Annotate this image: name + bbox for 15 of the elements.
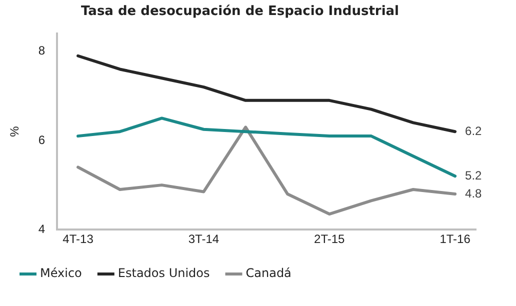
x-tick-label: 1T-16 — [440, 232, 471, 246]
x-tick-label: 4T-13 — [62, 232, 94, 246]
data-label: 4.8 — [465, 186, 482, 200]
legend-label: Estados Unidos — [118, 266, 210, 280]
data-label: 5.2 — [465, 168, 482, 182]
legend-label: México — [40, 266, 82, 280]
y-tick-label: 6 — [38, 132, 46, 147]
y-tick-label: 8 — [38, 44, 46, 58]
x-tick-label: 3T-14 — [188, 232, 220, 246]
data-label: 6.2 — [465, 124, 482, 138]
chart-title: Tasa de desocupación de Espacio Industrial — [80, 4, 400, 20]
x-tick-label: 2T-15 — [314, 232, 346, 246]
y-tick-label: 4 — [38, 222, 46, 236]
y-axis-title: % — [8, 126, 22, 137]
legend-label: Canadá — [246, 266, 292, 280]
